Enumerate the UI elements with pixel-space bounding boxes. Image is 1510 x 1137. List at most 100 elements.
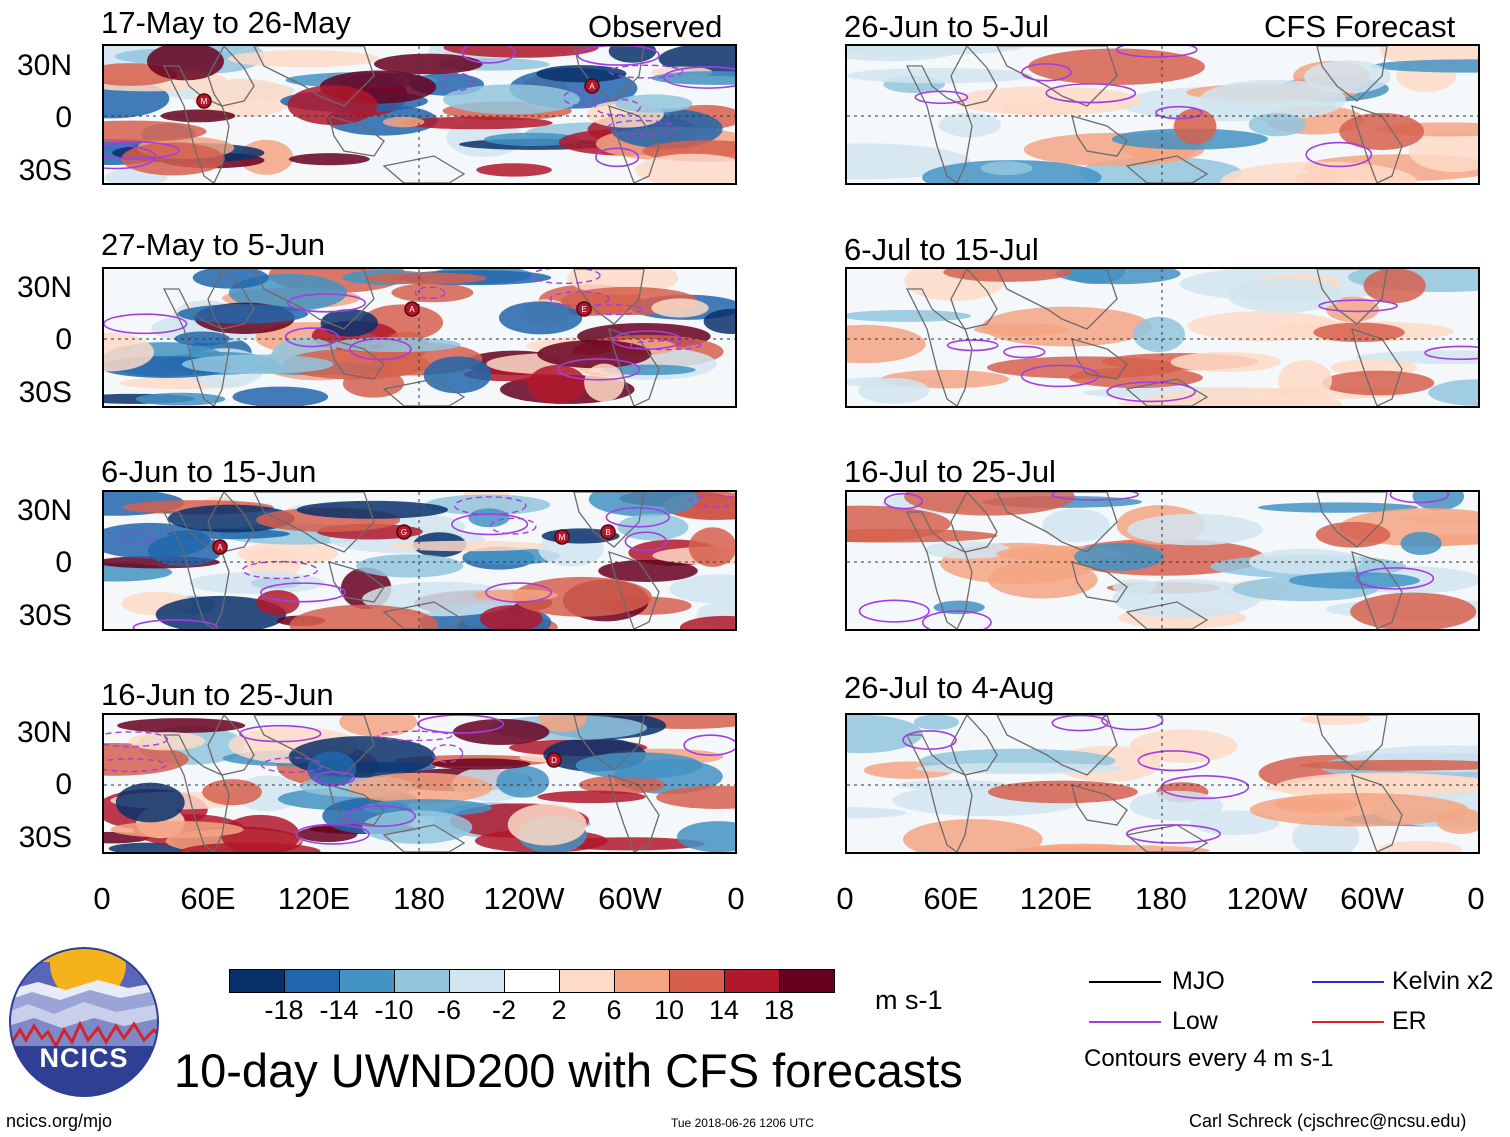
colorbar-tick: -14 [319,995,359,1025]
colorbar-tick: -10 [374,995,414,1025]
x-label: 60W [1340,881,1404,916]
svg-text:A: A [589,82,595,91]
colorbar-swatch [394,969,450,993]
legend-low: Low [1172,1007,1218,1035]
y-label: 0 [55,323,72,356]
colorbar-swatch [669,969,725,993]
colorbar-swatch [559,969,615,993]
panel-title: 6-Jul to 15-Jul [844,232,1039,267]
map-field: D [104,715,735,852]
map-field [847,269,1478,406]
y-label: 30S [18,376,72,409]
map-panel-observed-4: D [102,713,737,854]
er-line [1312,1021,1384,1023]
panel-title: 16-Jun to 25-Jun [101,677,334,712]
footer-timestamp: Tue 2018-06-26 1206 UTC [671,1116,814,1130]
map-panel-forecast-4 [845,713,1480,854]
colorbar-swatch [284,969,340,993]
x-label: 60W [598,881,662,916]
y-label: 30S [18,599,72,632]
mjo-line [1089,981,1161,983]
map-panel-forecast-1 [845,44,1480,185]
map-panel-forecast-3 [845,490,1480,631]
storm-marker: M [554,529,570,545]
panel-title: 17-May to 26-May [101,5,351,40]
svg-text:M: M [559,533,566,542]
svg-text:M: M [201,97,208,106]
colorbar-swatch [449,969,505,993]
x-label: 120E [1019,881,1093,916]
x-label: 120W [1226,881,1308,916]
map-field [847,492,1478,629]
map-panel-observed-3: G M A B [102,490,737,631]
storm-marker: B [600,524,616,540]
storm-marker: A [584,78,600,94]
y-label: 0 [55,101,72,134]
footer-credit: Carl Schreck (cjschrec@ncsu.edu) [1189,1111,1467,1131]
map-field: EA [104,269,735,406]
y-label: 30N [16,271,72,304]
y-label: 30S [18,821,72,854]
svg-text:D: D [551,756,557,765]
panel-title: 27-May to 5-Jun [101,227,325,262]
map-panel-forecast-2 [845,267,1480,408]
y-label: 30N [16,49,72,82]
map-field: G M A B [104,492,735,629]
x-label: 0 [93,881,111,916]
x-label: 180 [393,881,445,916]
map-field [847,715,1478,852]
storm-marker: A [404,301,420,317]
colorbar-tick: -18 [264,995,304,1025]
colorbar-swatch [614,969,670,993]
observed-label: Observed [588,9,723,44]
storm-marker: M [196,93,212,109]
logo-text: NCICS [39,1043,129,1073]
panel-title: 26-Jul to 4-Aug [844,670,1055,705]
logo-icon [9,947,159,1097]
colorbar-swatch [724,969,780,993]
map-field [847,46,1478,183]
legend-kelvin: Kelvin x2 [1392,967,1494,995]
storm-marker: G [396,524,412,540]
y-label: 0 [55,546,72,579]
panel-title: 16-Jul to 25-Jul [844,454,1056,489]
footer-url[interactable]: ncics.org/mjo [6,1111,113,1131]
x-label: 120W [483,881,565,916]
y-label: 0 [55,768,72,801]
svg-text:A: A [409,305,415,314]
panel-title: 6-Jun to 15-Jun [101,454,317,489]
x-label: 0 [727,881,745,916]
contour-note: Contours every 4 m s-1 [1084,1045,1334,1072]
svg-text:G: G [401,528,407,537]
colorbar-tick: 18 [763,995,795,1025]
kelvin-line [1312,981,1384,983]
storm-marker: E [576,301,592,317]
legend-er: ER [1392,1007,1427,1035]
x-label: 0 [836,881,854,916]
panel-title: 26-Jun to 5-Jul [844,9,1050,44]
storm-marker: D [546,752,562,768]
colorbar-tick: 14 [708,995,740,1025]
storm-marker: A [212,539,228,555]
colorbar-tick: 10 [653,995,685,1025]
x-label: 180 [1135,881,1187,916]
colorbar-tick: -2 [491,995,517,1025]
x-label: 60E [923,881,979,916]
colorbar-swatch [229,969,285,993]
low-line [1089,1021,1161,1023]
cfs-forecast-label: CFS Forecast [1264,9,1456,44]
x-label: 120E [277,881,351,916]
x-label: 0 [1467,881,1485,916]
svg-text:A: A [217,543,223,552]
colorbar-swatch [779,969,835,993]
colorbar-tick: 2 [551,995,567,1025]
colorbar-units: m s-1 [875,985,943,1015]
colorbar-swatch [504,969,560,993]
legend-mjo: MJO [1172,967,1225,995]
y-label: 30S [18,154,72,187]
y-label: 30N [16,494,72,527]
svg-text:B: B [605,528,610,537]
colorbar-tick: 6 [606,995,622,1025]
